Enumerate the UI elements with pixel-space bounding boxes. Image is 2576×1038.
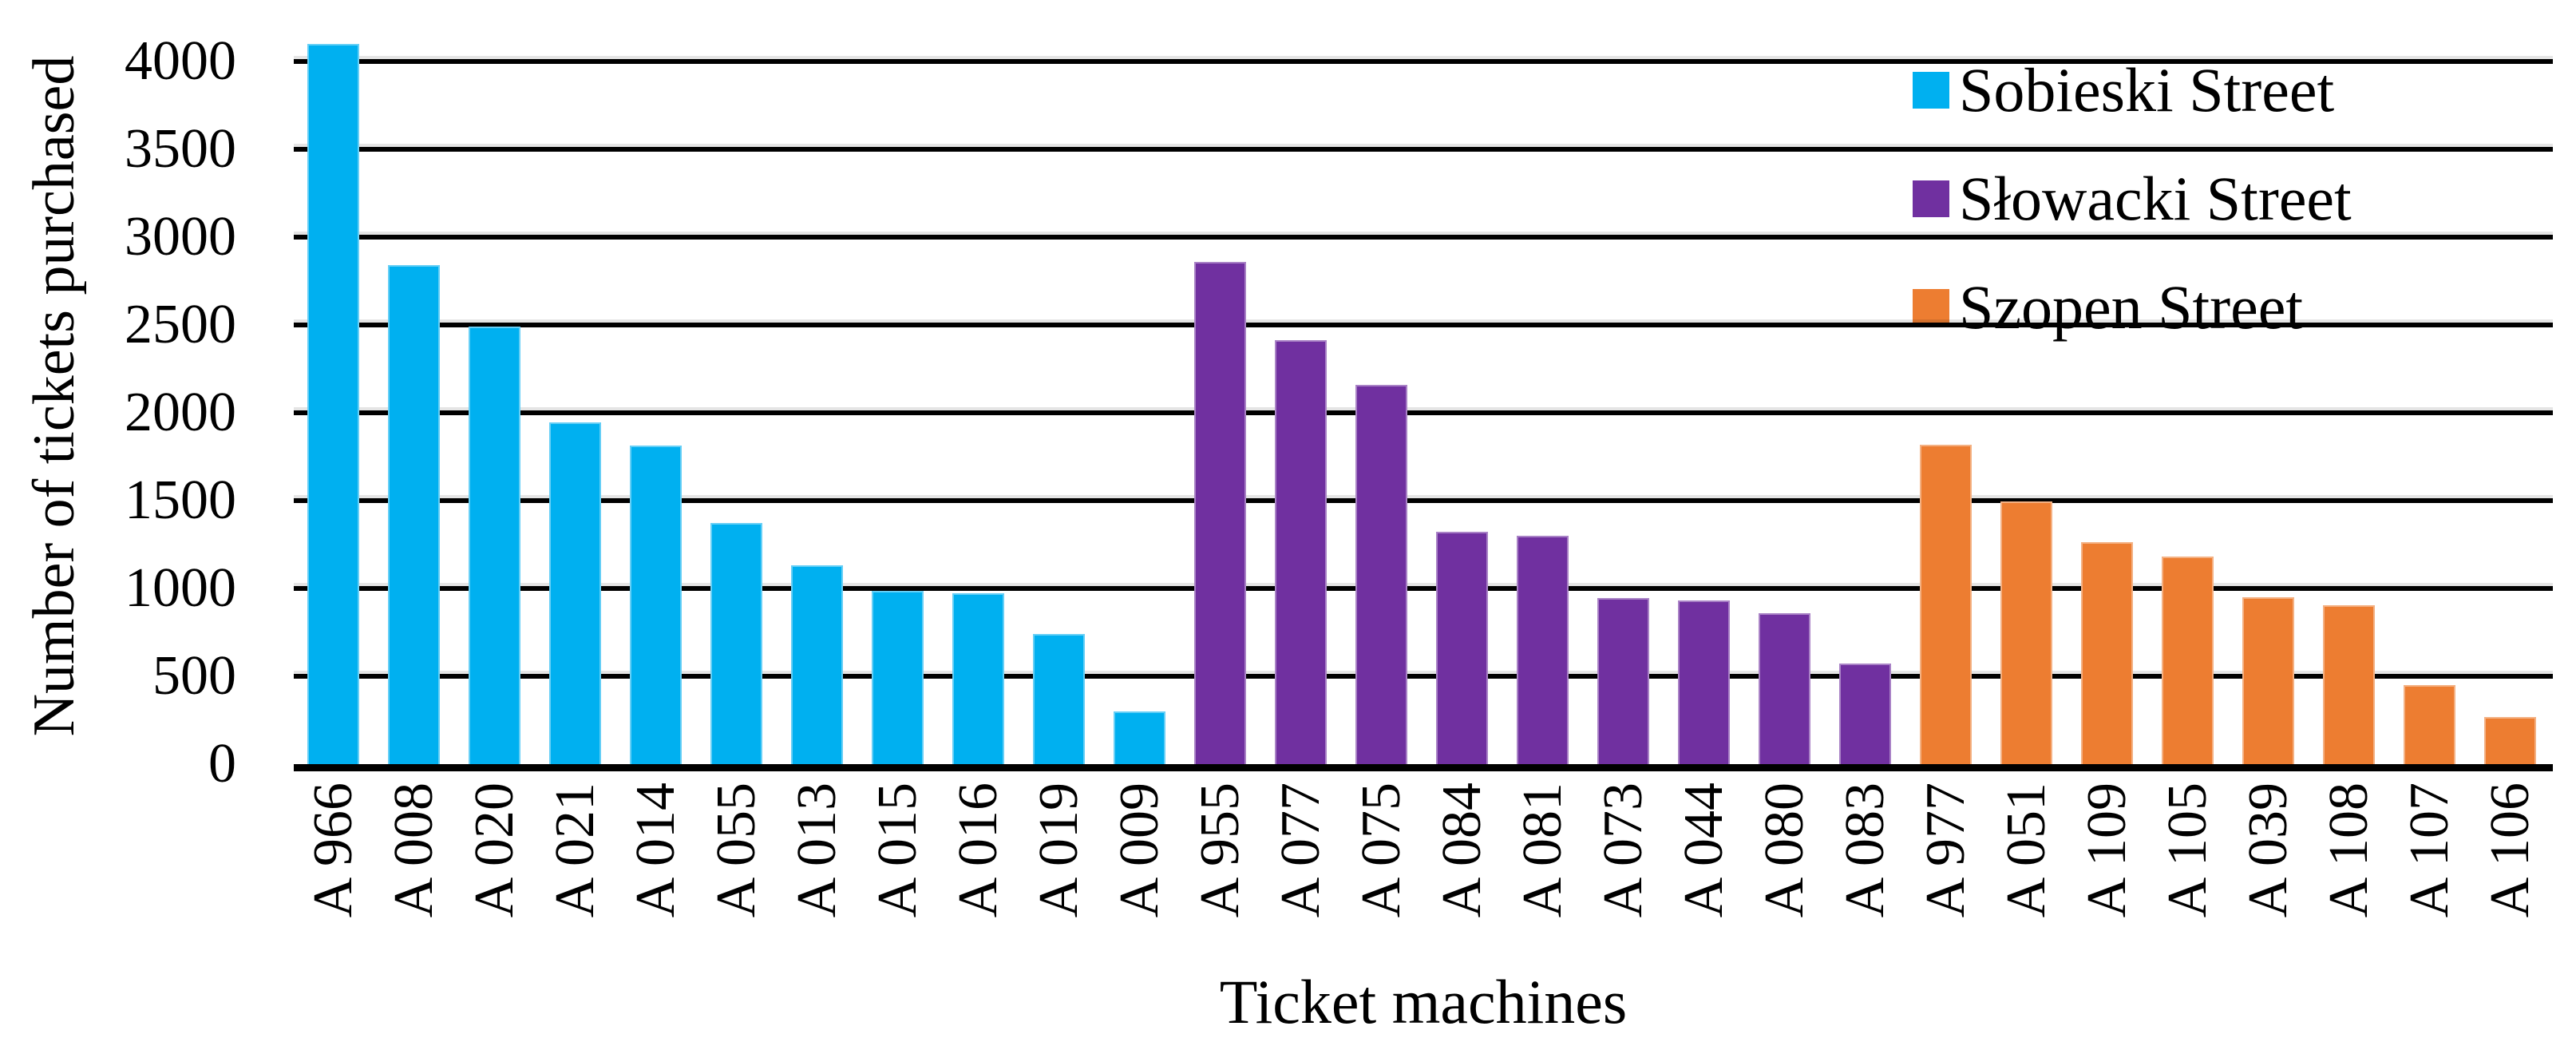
legend-label: Słowacki Street xyxy=(1959,164,2352,233)
bar-a-105 xyxy=(2162,557,2214,764)
x-tick-label-a-966: A 966 xyxy=(302,782,364,918)
y-tick-label-1000: 1000 xyxy=(125,557,236,619)
y-tick-label-4000: 4000 xyxy=(125,30,236,92)
legend-item-1: Sobieski Street xyxy=(1913,57,2334,124)
x-tick-label-a-106: A 106 xyxy=(2479,782,2541,918)
gridline-3500 xyxy=(294,147,2553,152)
x-tick-label-a-108: A 108 xyxy=(2317,782,2380,918)
bar-a-013 xyxy=(791,565,843,764)
bar-a-020 xyxy=(469,327,520,764)
x-tick-label-a-008: A 008 xyxy=(382,782,445,918)
bar-a-075 xyxy=(1355,384,1407,764)
x-tick-label-a-080: A 080 xyxy=(1753,782,1815,918)
x-tick-label-a-084: A 084 xyxy=(1430,782,1493,918)
bar-a-107 xyxy=(2404,685,2455,764)
x-tick-label-a-083: A 083 xyxy=(1834,782,1896,918)
x-tick-label-a-015: A 015 xyxy=(866,782,928,918)
gridline-2000 xyxy=(294,410,2553,415)
x-tick-label-a-021: A 021 xyxy=(544,782,606,918)
bar-a-016 xyxy=(952,592,1004,764)
y-tick-label-2500: 2500 xyxy=(125,294,236,355)
gridline-500 xyxy=(294,674,2553,679)
x-tick-label-a-073: A 073 xyxy=(1592,782,1654,918)
bar-a-073 xyxy=(1597,598,1649,764)
x-tick-label-a-009: A 009 xyxy=(1108,782,1170,918)
bar-a-081 xyxy=(1517,536,1569,764)
x-tick-label-a-105: A 105 xyxy=(2156,782,2218,918)
bar-a-051 xyxy=(2000,501,2052,764)
x-tick-label-a-014: A 014 xyxy=(624,782,687,918)
bar-a-055 xyxy=(710,522,762,764)
bar-a-021 xyxy=(549,422,601,764)
x-tick-label-a-107: A 107 xyxy=(2398,782,2460,918)
bar-a-015 xyxy=(872,591,924,764)
bar-a-039 xyxy=(2242,597,2294,764)
legend-item-3: Szopen Street xyxy=(1913,274,2303,341)
gridline-2500 xyxy=(294,323,2553,327)
x-tick-label-a-077: A 077 xyxy=(1269,782,1332,918)
legend-swatch-icon xyxy=(1913,180,1949,217)
legend-label: Szopen Street xyxy=(1959,272,2304,342)
x-tick-label-a-051: A 051 xyxy=(1995,782,2057,918)
x-axis-line xyxy=(294,764,2553,771)
legend-label: Sobieski Street xyxy=(1959,55,2335,125)
x-tick-label-a-016: A 016 xyxy=(947,782,1009,918)
gridline-1000 xyxy=(294,586,2553,591)
bar-a-077 xyxy=(1275,339,1327,764)
gridline-4000 xyxy=(294,59,2553,64)
bar-a-966 xyxy=(307,44,359,764)
x-tick-label-a-013: A 013 xyxy=(785,782,848,918)
x-axis-title: Ticket machines xyxy=(1219,967,1628,1036)
y-tick-label-2000: 2000 xyxy=(125,382,236,443)
x-tick-label-a-955: A 955 xyxy=(1189,782,1251,918)
gridline-3000 xyxy=(294,235,2553,240)
x-tick-label-a-075: A 075 xyxy=(1350,782,1412,918)
x-tick-label-a-109: A 109 xyxy=(2075,782,2138,918)
legend-item-2: Słowacki Street xyxy=(1913,165,2352,232)
bar-a-955 xyxy=(1194,261,1246,764)
bar-a-019 xyxy=(1033,634,1085,764)
bar-a-009 xyxy=(1114,711,1165,764)
y-tick-label-1500: 1500 xyxy=(125,469,236,531)
bar-a-008 xyxy=(388,265,440,764)
gridline-1500 xyxy=(294,498,2553,503)
x-tick-label-a-044: A 044 xyxy=(1672,782,1735,918)
bar-a-083 xyxy=(1839,663,1891,764)
bar-a-014 xyxy=(630,445,682,764)
x-tick-label-a-019: A 019 xyxy=(1027,782,1090,918)
x-tick-label-a-081: A 081 xyxy=(1511,782,1573,918)
bar-a-080 xyxy=(1759,612,1810,764)
legend-swatch-icon xyxy=(1913,72,1949,109)
legend-swatch-icon xyxy=(1913,289,1949,326)
bar-a-106 xyxy=(2484,716,2536,764)
bar-a-109 xyxy=(2081,541,2133,764)
x-tick-label-a-055: A 055 xyxy=(705,782,767,918)
x-tick-label-a-039: A 039 xyxy=(2237,782,2299,918)
y-tick-label-0: 0 xyxy=(208,733,236,794)
y-tick-label-3500: 3500 xyxy=(125,118,236,180)
y-tick-label-500: 500 xyxy=(152,645,236,707)
bar-a-977 xyxy=(1920,444,1972,764)
y-tick-label-3000: 3000 xyxy=(125,206,236,267)
x-tick-label-a-977: A 977 xyxy=(1914,782,1977,918)
x-tick-label-a-020: A 020 xyxy=(463,782,525,918)
bar-a-084 xyxy=(1436,531,1488,764)
bar-a-044 xyxy=(1678,600,1730,764)
bar-a-108 xyxy=(2323,604,2375,764)
